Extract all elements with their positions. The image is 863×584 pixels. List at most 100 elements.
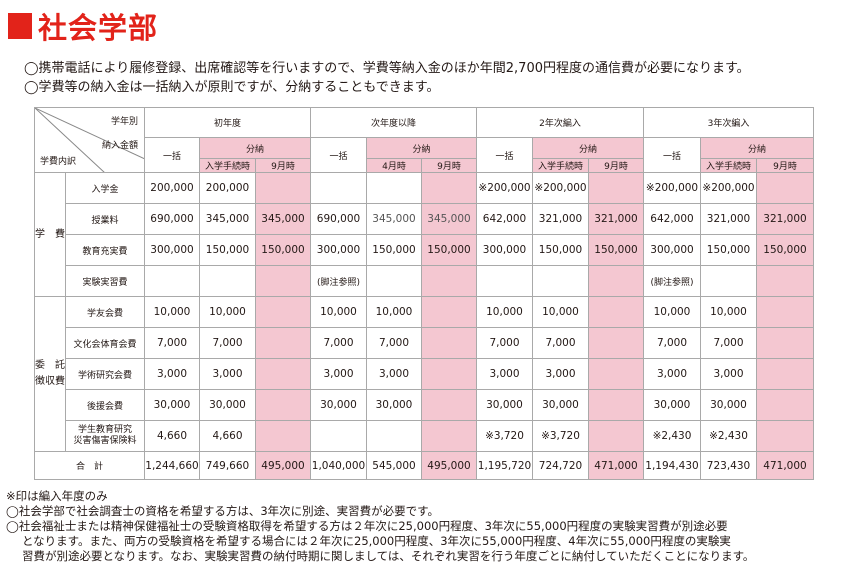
- table-row: 授業料 690,000 345,000 345,000 690,000 345,…: [35, 203, 814, 235]
- sub-header: 9月時: [255, 158, 311, 173]
- table-cell: ※2,430: [700, 420, 757, 452]
- table-cell: [255, 420, 311, 452]
- total-cell: 1,040,000: [310, 451, 367, 480]
- table-cell: 345,000: [366, 203, 422, 235]
- sub-header: 9月時: [421, 158, 477, 173]
- sub-header: 4月時: [366, 158, 422, 173]
- total-row: 合 計 1,244,660 749,660 495,000 1,040,000 …: [34, 451, 814, 480]
- table-row: 学生教育研究 災害傷害保険料 4,660 4,660 ※3,720 ※3,720…: [35, 420, 814, 452]
- table-cell: 10,000: [700, 296, 757, 328]
- table-cell: 7,000: [643, 327, 701, 359]
- table-row: 後援会費 30,000 30,000 30,000 30,000 30,000 …: [35, 389, 814, 421]
- table-cell: [756, 265, 814, 297]
- table-cell: 4,660: [144, 420, 200, 452]
- table-cell: [310, 172, 367, 204]
- table-cell: 30,000: [144, 389, 200, 421]
- footnote-ref: (脚注参照): [310, 265, 367, 297]
- sub-header: 入学手続時: [700, 158, 757, 173]
- total-cell: 1,195,720: [476, 451, 533, 480]
- intro-line: ◯携帯電話により履修登録、出席確認等を行いますので、学費等納入金のほか年間2,7…: [24, 61, 750, 76]
- table-cell: 321,000: [588, 203, 644, 235]
- table-cell: 10,000: [366, 296, 422, 328]
- sub-header: 入学手続時: [532, 158, 589, 173]
- table-cell: 7,000: [700, 327, 757, 359]
- table-cell: 200,000: [144, 172, 200, 204]
- sub-header: 9月時: [588, 158, 644, 173]
- total-cell: 471,000: [756, 451, 814, 480]
- title-text: 社会学部: [38, 11, 159, 45]
- table-cell: 642,000: [643, 203, 701, 235]
- row-label: 学生教育研究 災害傷害保険料: [65, 420, 145, 452]
- table-cell: 690,000: [144, 203, 200, 235]
- table-cell: 10,000: [144, 296, 200, 328]
- table-cell: 150,000: [588, 234, 644, 266]
- footnote-line: ◯社会学部で社会調査士の資格を希望する方は、3年次に別途、実習費が必要です。: [6, 504, 440, 518]
- table-cell: 30,000: [532, 389, 589, 421]
- sub-header: 入学手続時: [199, 158, 256, 173]
- table-cell: 30,000: [700, 389, 757, 421]
- table-cell: ※200,000: [643, 172, 701, 204]
- table-cell: ※200,000: [532, 172, 589, 204]
- table-cell: [588, 172, 644, 204]
- table-cell: 10,000: [532, 296, 589, 328]
- table-cell: 10,000: [643, 296, 701, 328]
- table-cell: ※200,000: [476, 172, 533, 204]
- table-cell: 3,000: [199, 358, 256, 390]
- table-row: 実験実習費 (脚注参照) (脚注参照): [35, 265, 814, 297]
- table-cell: 3,000: [532, 358, 589, 390]
- table-cell: [588, 327, 644, 359]
- corner-amount-label: 納入金額: [101, 141, 138, 151]
- period-header: 初年度: [144, 107, 311, 138]
- lump-header: 一括: [310, 137, 367, 173]
- table-cell: 10,000: [310, 296, 367, 328]
- red-square-icon: [8, 13, 32, 39]
- footnote-ref: (脚注参照): [643, 265, 701, 297]
- total-cell: 749,660: [199, 451, 256, 480]
- table-cell: 642,000: [476, 203, 533, 235]
- installment-header: 分納: [199, 137, 311, 159]
- table-cell: [255, 296, 311, 328]
- table-cell: [255, 327, 311, 359]
- table-cell: [588, 389, 644, 421]
- table-cell: [421, 265, 477, 297]
- table-cell: 690,000: [310, 203, 367, 235]
- row-label: 実験実習費: [65, 265, 145, 297]
- footnote-line: 習費が別途必要となります。なお、実験実習費の納付時期に関しましては、それぞれ実習…: [22, 549, 755, 563]
- table-cell: 150,000: [532, 234, 589, 266]
- table-cell: [588, 296, 644, 328]
- intro-notes: ◯携帯電話により履修登録、出席確認等を行いますので、学費等納入金のほか年間2,7…: [24, 59, 750, 97]
- table-cell: [700, 265, 757, 297]
- table-cell: [476, 265, 533, 297]
- table-row: 学 費 入学金 200,000 200,000 ※200,000 ※200,00…: [34, 172, 814, 297]
- period-header: 3年次編入: [643, 107, 814, 138]
- table-cell: 7,000: [199, 327, 256, 359]
- period-header: 次年度以降: [310, 107, 477, 138]
- total-label: 合 計: [34, 451, 145, 480]
- table-cell: 300,000: [310, 234, 367, 266]
- table-cell: [756, 296, 814, 328]
- corner-grade-label: 学年別: [110, 117, 138, 127]
- table-cell: [421, 172, 477, 204]
- table-cell: 7,000: [144, 327, 200, 359]
- table-cell: 300,000: [476, 234, 533, 266]
- table-cell: [756, 327, 814, 359]
- lump-header: 一括: [144, 137, 200, 173]
- table-cell: 4,660: [199, 420, 256, 452]
- table-cell: 321,000: [756, 203, 814, 235]
- table-cell: [199, 265, 256, 297]
- table-cell: 321,000: [532, 203, 589, 235]
- table-cell: [144, 265, 200, 297]
- table-cell: [421, 358, 477, 390]
- row-label: 文化会体育会費: [65, 327, 145, 359]
- table-row: 教育充実費 300,000 150,000 150,000 300,000 15…: [35, 234, 814, 266]
- table-cell: 3,000: [310, 358, 367, 390]
- table-cell: [255, 265, 311, 297]
- table-cell: 345,000: [421, 203, 477, 235]
- group-label-tuition: 学 費: [34, 172, 66, 297]
- table-cell: [588, 358, 644, 390]
- table-cell: ※200,000: [700, 172, 757, 204]
- total-cell: 495,000: [255, 451, 311, 480]
- footnote-line: ◯社会福祉士または精神保健福祉士の受験資格取得を希望する方は２年次に25,000…: [6, 519, 728, 533]
- table-cell: [756, 389, 814, 421]
- table-cell: 150,000: [421, 234, 477, 266]
